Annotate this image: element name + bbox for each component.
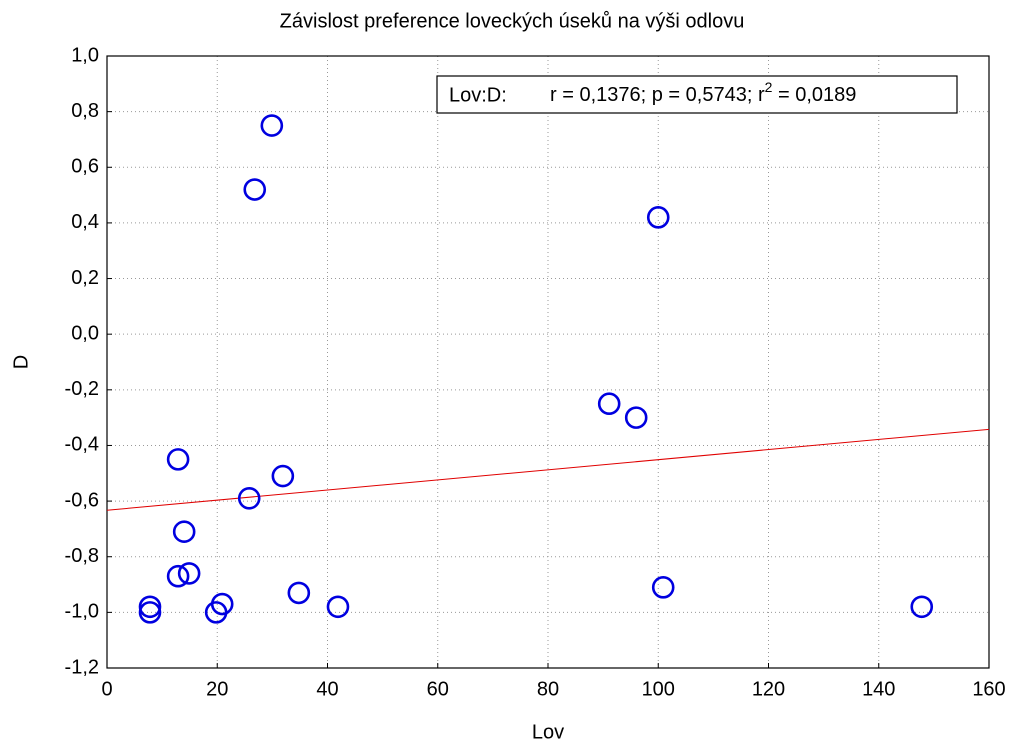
- x-tick-label: 60: [427, 678, 449, 700]
- scatter-point: [646, 206, 670, 229]
- x-tick-label: 140: [862, 678, 895, 700]
- x-tick-label: 80: [537, 678, 559, 700]
- y-tick-label: 1,0: [71, 44, 99, 66]
- y-tick-label: -1,0: [65, 601, 99, 623]
- scatter-point: [326, 595, 350, 619]
- scatter-point: [166, 448, 190, 471]
- annotation: Lov:D: r = 0,1376; p = 0,5743; r2 = 0,01…: [436, 75, 958, 114]
- annotation-sup: 2: [765, 79, 773, 95]
- y-tick-label: 0,2: [71, 267, 99, 289]
- scatter-point: [237, 487, 261, 510]
- scatter-point: [172, 520, 196, 543]
- scatter-point: [243, 178, 267, 201]
- annotation-label: Lov:D:: [449, 84, 507, 106]
- y-tick-label: -0,8: [65, 545, 99, 567]
- y-tick-label: -1,2: [65, 656, 99, 678]
- y-tick-label: 0,4: [71, 211, 99, 233]
- scatter-point: [624, 406, 648, 429]
- annotation-text: r = 0,1376; p = 0,5743; r2 = 0,0189: [550, 79, 856, 107]
- scatter-point: [138, 601, 162, 624]
- scatter-point: [910, 595, 934, 619]
- plot-area: -1,2 -1,0 -0,8 -0,6 -0,4 -0,2 0,0 0,2 0,4 0,6 0,8 1…: [65, 44, 1006, 700]
- plot-frame: [106, 55, 990, 669]
- y-tick-label: -0,6: [65, 489, 99, 511]
- chart-title: Závislost preference loveckých úseků na …: [280, 10, 745, 32]
- y-axis-label: D: [10, 355, 32, 369]
- scatter-point: [260, 114, 284, 137]
- trend-line: [106, 428, 990, 511]
- scatter-point: [177, 562, 201, 585]
- x-tick-label: 20: [206, 678, 228, 700]
- annotation-part: = 0,0189: [772, 84, 856, 106]
- scatter-point: [287, 581, 311, 605]
- scatter-point: [166, 564, 190, 588]
- y-tick-label: -0,4: [65, 434, 99, 456]
- scatter-point: [651, 576, 675, 599]
- annotation-part: r = 0,1376; p = 0,5743; r: [550, 84, 765, 106]
- x-tick-label: 100: [642, 678, 675, 700]
- scatter-point: [271, 464, 295, 488]
- scatter-point: [138, 595, 162, 619]
- x-tick-label: 120: [752, 678, 785, 700]
- scatter-point: [210, 592, 234, 616]
- y-tick-label: 0,8: [71, 100, 99, 122]
- scatter-point: [597, 392, 621, 416]
- y-tick-label: 0,6: [71, 156, 99, 178]
- x-tick-label: 160: [972, 678, 1005, 700]
- y-tick-label: 0,0: [71, 322, 99, 344]
- y-tick-label: -0,2: [65, 378, 99, 400]
- x-tick-label: 0: [101, 678, 112, 700]
- x-tick-label: 40: [316, 678, 338, 700]
- x-axis-label: Lov: [532, 721, 564, 743]
- annotation-box: [436, 75, 958, 114]
